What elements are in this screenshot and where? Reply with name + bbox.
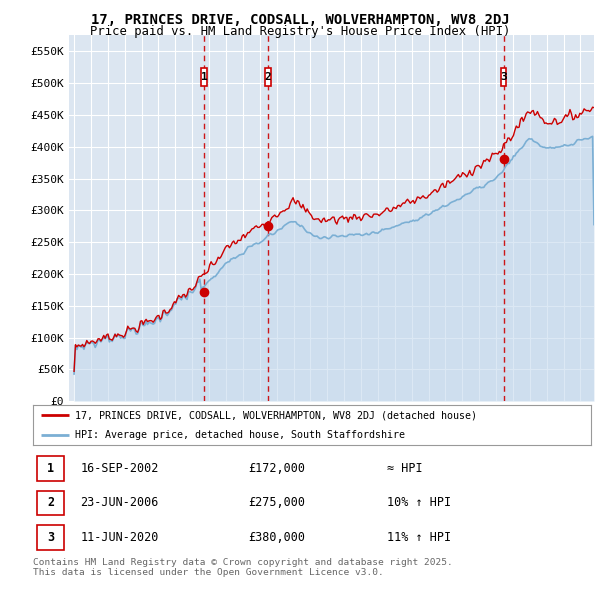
FancyBboxPatch shape xyxy=(500,68,506,86)
FancyBboxPatch shape xyxy=(37,456,64,481)
Text: HPI: Average price, detached house, South Staffordshire: HPI: Average price, detached house, Sout… xyxy=(75,431,405,440)
Text: 2: 2 xyxy=(265,72,271,82)
Text: £380,000: £380,000 xyxy=(248,531,305,544)
Text: 11% ↑ HPI: 11% ↑ HPI xyxy=(388,531,451,544)
Text: 3: 3 xyxy=(500,72,507,82)
FancyBboxPatch shape xyxy=(37,525,64,550)
Text: Price paid vs. HM Land Registry's House Price Index (HPI): Price paid vs. HM Land Registry's House … xyxy=(90,25,510,38)
Text: £172,000: £172,000 xyxy=(248,462,305,475)
Text: 16-SEP-2002: 16-SEP-2002 xyxy=(80,462,159,475)
FancyBboxPatch shape xyxy=(201,68,207,86)
Text: £275,000: £275,000 xyxy=(248,496,305,510)
Text: ≈ HPI: ≈ HPI xyxy=(388,462,423,475)
Text: 3: 3 xyxy=(47,531,55,544)
Text: 17, PRINCES DRIVE, CODSALL, WOLVERHAMPTON, WV8 2DJ (detached house): 17, PRINCES DRIVE, CODSALL, WOLVERHAMPTO… xyxy=(75,411,477,420)
Text: 11-JUN-2020: 11-JUN-2020 xyxy=(80,531,159,544)
Text: 1: 1 xyxy=(47,462,55,475)
Text: 2: 2 xyxy=(47,496,55,510)
Text: 10% ↑ HPI: 10% ↑ HPI xyxy=(388,496,451,510)
Text: 1: 1 xyxy=(201,72,208,82)
FancyBboxPatch shape xyxy=(265,68,271,86)
Text: 23-JUN-2006: 23-JUN-2006 xyxy=(80,496,159,510)
Text: 17, PRINCES DRIVE, CODSALL, WOLVERHAMPTON, WV8 2DJ: 17, PRINCES DRIVE, CODSALL, WOLVERHAMPTO… xyxy=(91,13,509,27)
FancyBboxPatch shape xyxy=(37,491,64,516)
Text: Contains HM Land Registry data © Crown copyright and database right 2025.
This d: Contains HM Land Registry data © Crown c… xyxy=(33,558,453,577)
